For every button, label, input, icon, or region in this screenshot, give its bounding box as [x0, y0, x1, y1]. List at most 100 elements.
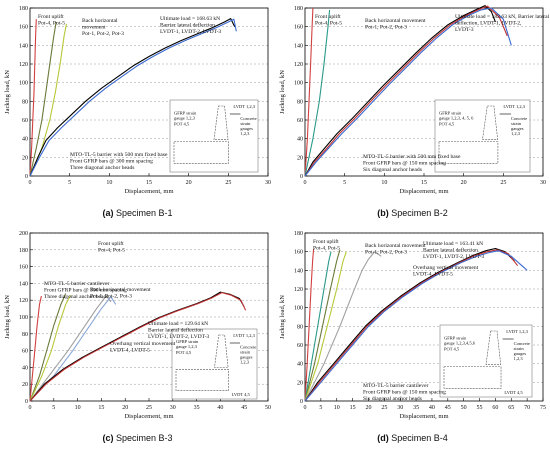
x-axis-label: Displacement, mm	[124, 188, 173, 195]
inset-label: LVDT 1,2,3	[233, 333, 255, 339]
caption-a: (a) Specimen B-1	[0, 208, 275, 218]
series-line-5	[304, 247, 515, 402]
inset-label: strain	[240, 121, 251, 126]
inset-label: POT 4,5	[176, 350, 192, 356]
y-tick-label: 80	[297, 99, 303, 105]
inset-label: GFRP strain	[176, 339, 199, 344]
x-tick-label: 50	[461, 405, 467, 411]
caption-text: Specimen B-2	[391, 208, 448, 218]
y-tick-label: 180	[294, 231, 303, 237]
slab-outline	[173, 141, 229, 164]
x-tick-label: 15	[421, 180, 427, 186]
annotation-text: Pot-1, Pot-2, Pot-3	[90, 294, 132, 300]
y-tick-label: 140	[19, 43, 28, 49]
annotation-text: Front GFRP bars @ 300 mm spacing	[70, 159, 153, 165]
inset-label: gauge 1,2,3,4,5,6	[444, 340, 476, 346]
slab-outline	[175, 369, 230, 391]
annotation-text: Three diagonal anchor heads	[44, 294, 108, 300]
annotation-text: movement	[82, 25, 106, 31]
caption-text: Specimen B-3	[115, 433, 173, 443]
barrier-outline	[485, 330, 502, 365]
y-tick-label: 180	[19, 248, 28, 254]
inset-label: 1,2,3	[240, 131, 250, 137]
annotation-text: LVDT-3	[455, 27, 474, 33]
x-tick-label: 45	[445, 405, 451, 411]
y-tick-label: 200	[19, 231, 28, 237]
x-tick-label: 25	[225, 180, 231, 186]
x-tick-label: 15	[146, 180, 152, 186]
annotation: MTO-TL-5 barrier with 500 mm fixed baseF…	[70, 151, 168, 171]
x-tick-label: 35	[194, 405, 200, 411]
chart-panel-a: 0 5 10 15 20 25 30 0 20 40 60 80 100 120 140 160 180 Disp…	[0, 0, 275, 225]
x-tick-label: 30	[265, 180, 271, 186]
series-line-2	[29, 294, 71, 402]
annotation-text: LVDT-4, LVDT-5	[413, 272, 453, 278]
y-tick-label: 100	[19, 315, 28, 321]
y-tick-label: 160	[19, 265, 28, 271]
y-tick-label: 0	[25, 174, 28, 180]
y-axis-label: Jacking load, kN	[279, 295, 286, 339]
inset-label: gauges	[511, 126, 524, 131]
series-line-4	[304, 251, 382, 402]
inset-label: 1,2,3	[240, 360, 250, 366]
annotation-text: Pot-1, Pot-2, Pot-3	[365, 250, 407, 256]
inset-label: LVDT 1,2,3	[506, 329, 528, 335]
annotation-text: Pot-4, Pot-5	[38, 21, 65, 27]
x-tick-label: 25	[146, 405, 152, 411]
inset-label: Concrete	[514, 341, 530, 346]
y-tick-label: 60	[22, 349, 28, 355]
annotation-text: Back horizontal	[82, 18, 118, 24]
x-tick-label: 65	[508, 405, 514, 411]
inset-label: Concrete	[240, 116, 256, 121]
y-tick-label: 40	[297, 362, 303, 368]
chart-panel-c: 0 5 10 15 20 25 30 35 40 45 50 0 20 40 60 80 100 120 140 16…	[0, 225, 275, 450]
annotation-text: LVDT-1, LVDT-2, LVDT-3	[160, 29, 221, 35]
barrier-outline	[213, 105, 229, 140]
x-tick-label: 35	[413, 405, 419, 411]
annotation-text: Front uplift	[38, 13, 64, 20]
inset-label: LVDT 1,2,3	[233, 104, 255, 110]
y-tick-label: 20	[297, 155, 303, 161]
y-tick-label: 180	[294, 6, 303, 12]
y-tick-label: 40	[22, 365, 28, 371]
inset-frame	[169, 99, 259, 173]
inset-frame	[434, 99, 531, 173]
inset-label: Concrete	[511, 116, 527, 121]
annotation-text: Back horizontal movement	[90, 287, 151, 293]
y-axis-label: Jacking load, kN	[279, 70, 286, 114]
x-tick-label: 20	[186, 180, 192, 186]
x-tick-label: 70	[524, 405, 530, 411]
series-line-1	[29, 293, 67, 402]
x-tick-label: 45	[241, 405, 247, 411]
inset-label: gauge 1,2,3	[174, 115, 196, 121]
annotation-text: Pot-4, Pot-5	[315, 21, 342, 27]
annotation-text: Front uplift	[315, 13, 341, 20]
series-line-7	[304, 250, 528, 402]
chart-svg-a: 0 5 10 15 20 25 30 0 20 40 60 80 100 120 140 160 180 Disp…	[4, 6, 271, 195]
annotation-text: Overhang vertical movement	[110, 341, 176, 347]
annotation-text: MTO-TL-5 barrier with 500 mm fixed base	[363, 153, 461, 160]
y-tick-label: 140	[294, 268, 303, 274]
slab-outline	[443, 366, 502, 389]
x-tick-label: 5	[68, 180, 71, 186]
series-line-6	[304, 249, 519, 402]
y-axis-label: Jacking load, kN	[4, 295, 11, 339]
x-tick-label: 25	[500, 180, 506, 186]
series-line-0	[29, 295, 42, 402]
series-line-2	[304, 249, 341, 402]
inset-label: POT 4,5	[439, 121, 455, 127]
series-line-3	[304, 251, 347, 402]
x-axis-label: Displacement, mm	[399, 188, 448, 195]
annotation-text: LVDT-1, LVDT-2, LVDT-3	[423, 254, 484, 260]
x-tick-label: 30	[170, 405, 176, 411]
x-tick-label: 0	[304, 180, 307, 186]
x-tick-label: 50	[265, 405, 271, 411]
x-tick-label: 20	[461, 180, 467, 186]
x-tick-label: 40	[429, 405, 435, 411]
